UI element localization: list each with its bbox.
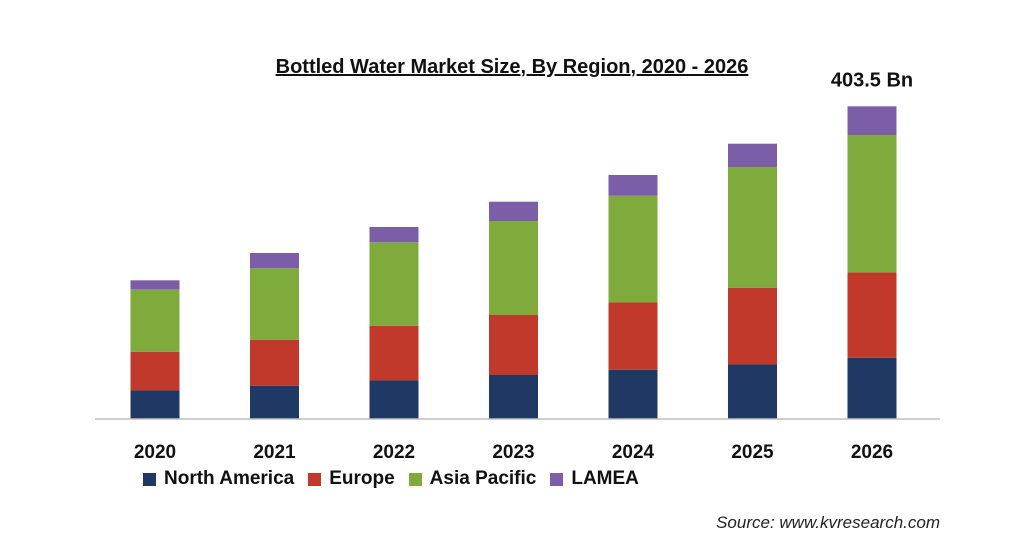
bar-segment-europe-2026 (847, 272, 897, 358)
legend-item-north-america: North America (143, 468, 294, 490)
x-tick-label: 2020 (134, 442, 176, 463)
legend-swatch (143, 472, 156, 486)
x-tick-label: 2022 (373, 442, 415, 463)
bar-segment-europe-2024 (608, 302, 658, 370)
bar-segment-north-america-2022 (369, 380, 419, 419)
bar-segment-asia-pacific-2021 (250, 268, 299, 340)
bar-segment-asia-pacific-2024 (608, 195, 658, 303)
legend-swatch (408, 472, 422, 486)
bar-segment-asia-pacific-2023 (489, 221, 538, 315)
source-note: Source: www.kvresearch.com (716, 513, 940, 532)
bar-segment-north-america-2024 (608, 369, 658, 419)
bar-segment-lamea-2020 (130, 280, 180, 290)
bar-segment-europe-2023 (489, 315, 538, 375)
legend-label: Asia Pacific (429, 468, 537, 489)
legend-swatch (550, 472, 564, 486)
bar-segment-north-america-2025 (728, 364, 777, 419)
legend-item-asia-pacific: Asia Pacific (408, 468, 537, 490)
bar-segment-asia-pacific-2026 (847, 135, 897, 273)
data-labels: 403.5 Bn (831, 69, 913, 91)
legend-label: North America (164, 468, 295, 489)
bar-segment-asia-pacific-2025 (728, 167, 777, 288)
bar-segment-north-america-2026 (847, 357, 897, 419)
bar-segment-lamea-2025 (728, 143, 777, 167)
bar-segment-lamea-2026 (847, 106, 897, 135)
legend-label: Europe (329, 468, 395, 489)
bar-segment-asia-pacific-2020 (130, 289, 180, 352)
bar-segment-north-america-2021 (250, 385, 299, 419)
legend-label: LAMEA (571, 468, 639, 489)
x-tick-label: 2021 (253, 442, 296, 463)
bar-segment-lamea-2021 (250, 253, 299, 269)
bar-segment-lamea-2023 (489, 201, 538, 221)
bar-segment-europe-2021 (250, 339, 299, 386)
bar-segment-asia-pacific-2022 (369, 242, 419, 326)
legend: North America Europe Asia Pacific LAMEA (143, 468, 653, 490)
legend-item-lamea: LAMEA (550, 468, 639, 490)
bar-segment-europe-2020 (130, 351, 180, 391)
x-tick-label: 2025 (731, 442, 774, 463)
x-tick-label: 2024 (612, 442, 655, 463)
bars-group (130, 106, 897, 419)
bar-segment-europe-2022 (369, 325, 419, 381)
legend-swatch (308, 472, 322, 486)
chart-title-text: Bottled Water Market Size, By Region, 20… (275, 56, 749, 78)
bar-segment-lamea-2024 (608, 175, 658, 196)
x-tick-label: 2023 (492, 442, 534, 463)
total-value-label: 403.5 Bn (831, 69, 913, 91)
x-tick-labels: 2020 2021 2022 2023 2024 2025 2026 (134, 442, 893, 463)
chart-title: Bottled Water Market Size, By Region, 20… (0, 56, 1024, 79)
x-tick-label: 2026 (851, 442, 893, 463)
bar-segment-lamea-2022 (369, 227, 419, 243)
legend-item-europe: Europe (308, 468, 395, 490)
bar-segment-north-america-2020 (130, 390, 180, 419)
bar-segment-north-america-2023 (489, 375, 538, 419)
bar-segment-europe-2025 (728, 287, 777, 365)
